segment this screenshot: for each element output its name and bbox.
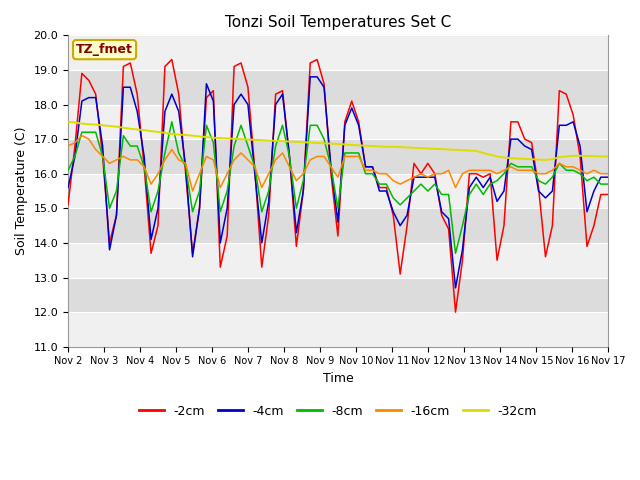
Legend: -2cm, -4cm, -8cm, -16cm, -32cm: -2cm, -4cm, -8cm, -16cm, -32cm xyxy=(134,400,542,423)
Title: Tonzi Soil Temperatures Set C: Tonzi Soil Temperatures Set C xyxy=(225,15,451,30)
Bar xyxy=(68,139,608,174)
Bar xyxy=(68,208,608,243)
Bar xyxy=(68,277,608,312)
Text: TZ_fmet: TZ_fmet xyxy=(76,43,133,56)
Y-axis label: Soil Temperature (C): Soil Temperature (C) xyxy=(15,127,28,255)
X-axis label: Time: Time xyxy=(323,372,353,385)
Bar xyxy=(68,70,608,105)
